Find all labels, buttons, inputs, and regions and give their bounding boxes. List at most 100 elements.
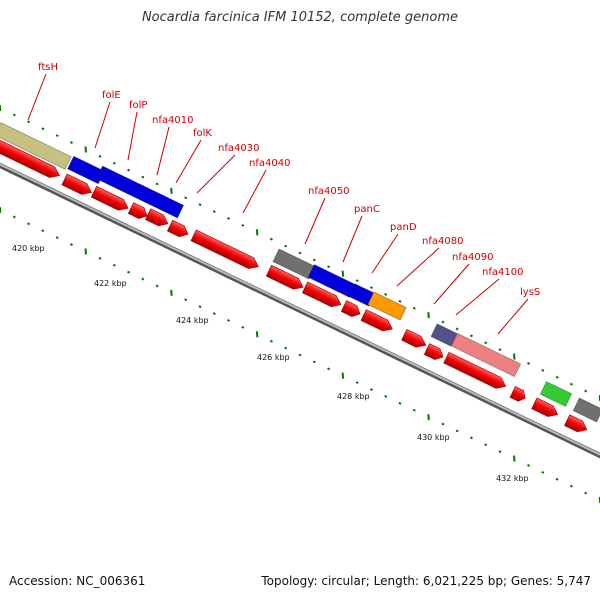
inner-ring-dot bbox=[227, 319, 231, 322]
inner-ring-dot bbox=[170, 289, 173, 296]
outer-ring-dot bbox=[84, 146, 87, 153]
gene-label-panC: panC bbox=[354, 204, 380, 215]
inner-ring-dot bbox=[312, 360, 316, 364]
inner-ring-dot bbox=[484, 443, 488, 447]
outer-ring-dot bbox=[69, 141, 73, 144]
outer-ring-dot bbox=[27, 120, 31, 124]
outer-ring-dot bbox=[327, 265, 331, 269]
outer-ring-dot bbox=[541, 368, 545, 372]
outer-ring-dot bbox=[55, 134, 59, 138]
inner-ring-dot bbox=[255, 331, 259, 338]
outer-ring-dot bbox=[298, 251, 302, 255]
cds-arrow-8 bbox=[265, 264, 304, 290]
inner-ring-dot bbox=[384, 395, 388, 398]
outer-ring-dot bbox=[141, 175, 145, 179]
inner-ring-dot bbox=[212, 312, 216, 315]
inner-ring-dot bbox=[298, 353, 302, 357]
outer-ring-dot bbox=[255, 229, 259, 236]
outer-ring-dot bbox=[455, 327, 459, 331]
gene-folP bbox=[95, 165, 185, 219]
outer-ring-dot bbox=[198, 203, 202, 207]
inner-ring-dot bbox=[341, 372, 345, 379]
cds-arrow-7 bbox=[190, 229, 259, 269]
inner-ring-dot bbox=[527, 464, 531, 467]
outer-ring-dot bbox=[484, 341, 488, 345]
outer-ring-dot bbox=[398, 299, 402, 303]
gene-label-folP: folP bbox=[129, 100, 147, 111]
inner-ring-dot bbox=[127, 270, 131, 274]
outer-ring-dot bbox=[12, 113, 16, 117]
inner-ring-dot bbox=[355, 381, 359, 385]
leader-nfa4040 bbox=[242, 169, 267, 214]
outer-ring-dot bbox=[412, 306, 416, 310]
inner-ring-dot bbox=[198, 305, 202, 309]
inner-ring-dot bbox=[184, 298, 188, 302]
inner-ring-dot bbox=[398, 401, 402, 405]
inner-ring-dot bbox=[155, 284, 159, 288]
gene-label-ftsH: ftsH bbox=[38, 62, 58, 73]
inner-ring-dot bbox=[84, 248, 87, 255]
outer-ring-dot bbox=[0, 104, 2, 112]
inner-ring-dot bbox=[0, 206, 2, 214]
outer-ring-dot bbox=[498, 348, 502, 352]
cds-arrow-1 bbox=[0, 138, 60, 178]
outer-ring-dot bbox=[341, 270, 345, 277]
gene-label-nfa4010: nfa4010 bbox=[152, 115, 193, 126]
leader-nfa4050 bbox=[304, 197, 326, 245]
inner-ring-dot bbox=[569, 484, 573, 488]
inner-ring-dot bbox=[469, 436, 473, 440]
leader-folK bbox=[175, 139, 202, 184]
gene-label-folE: folE bbox=[102, 90, 121, 101]
gene-label-nfa4030: nfa4030 bbox=[218, 143, 259, 154]
outer-ring-dot bbox=[227, 217, 231, 220]
outer-ring-dot bbox=[312, 258, 316, 262]
inner-ring-dot bbox=[41, 229, 45, 233]
leader-ftsH bbox=[27, 73, 47, 121]
cds-arrow-4 bbox=[127, 202, 148, 219]
inner-ring-dot bbox=[27, 222, 31, 226]
scale-tick-label: 426 kbp bbox=[257, 353, 290, 362]
scale-tick-label: 432 kbp bbox=[496, 474, 529, 483]
scale-tick-label: 422 kbp bbox=[94, 279, 127, 288]
scale-tick-label: 430 kbp bbox=[417, 433, 450, 442]
outer-ring-dot bbox=[184, 196, 188, 200]
cds-arrow-11 bbox=[360, 309, 393, 332]
gene-label-folK: folK bbox=[193, 128, 212, 139]
inner-ring-dot bbox=[327, 367, 331, 371]
inner-ring-dot bbox=[541, 470, 545, 474]
cds-arrow-5 bbox=[145, 208, 169, 227]
scale-tick-label: 428 kbp bbox=[337, 392, 370, 401]
outer-ring-dot bbox=[384, 293, 388, 296]
leader-nfa4100 bbox=[455, 278, 500, 316]
outer-ring-dot bbox=[241, 223, 245, 227]
scale-tick-label: 420 kbp bbox=[12, 244, 45, 253]
genome-summary-text: Topology: circular; Length: 6,021,225 bp… bbox=[261, 574, 591, 588]
leader-folP bbox=[127, 111, 138, 161]
gene-leaders bbox=[27, 73, 529, 335]
outer-ring-dot bbox=[441, 320, 445, 324]
outer-ring-dot bbox=[427, 312, 430, 319]
cds-arrow-17 bbox=[564, 414, 588, 433]
inner-ring-dot bbox=[55, 236, 59, 240]
gene-label-nfa4100: nfa4100 bbox=[482, 267, 523, 278]
outer-ring-dot bbox=[569, 382, 573, 386]
backbone-highlight bbox=[0, 163, 600, 456]
gene-green bbox=[539, 381, 573, 407]
outer-ring-dot bbox=[269, 237, 273, 241]
gene-track bbox=[0, 122, 600, 433]
outer-ring-dot bbox=[469, 334, 473, 338]
gene-label-nfa4040: nfa4040 bbox=[249, 158, 290, 169]
leader-lysS bbox=[497, 298, 529, 335]
cds-arrow-2 bbox=[61, 173, 92, 195]
inner-ring-dot bbox=[455, 429, 459, 433]
gene-label-nfa4050: nfa4050 bbox=[308, 186, 349, 197]
outer-ring-dot bbox=[555, 375, 559, 379]
inner-dotted-ring bbox=[0, 206, 600, 504]
leader-panD bbox=[371, 233, 399, 274]
gene-label-nfa4090: nfa4090 bbox=[452, 252, 493, 263]
outer-ring-dot bbox=[170, 187, 173, 194]
cds-arrow-14 bbox=[443, 351, 507, 389]
gene-label-panD: panD bbox=[390, 222, 417, 233]
